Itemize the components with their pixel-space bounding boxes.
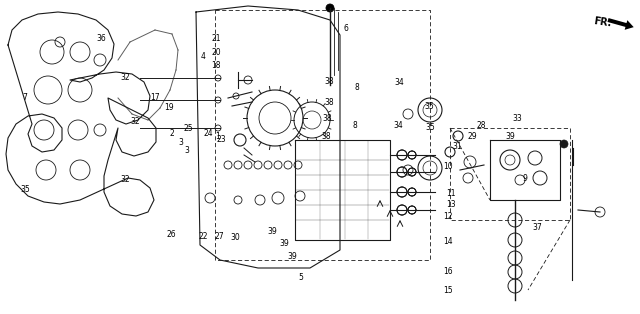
Text: 20: 20	[211, 48, 221, 57]
Text: 19: 19	[164, 103, 174, 112]
Text: 38: 38	[323, 114, 333, 123]
Text: 25: 25	[183, 124, 193, 133]
Text: 38: 38	[324, 77, 334, 85]
Text: 29: 29	[467, 132, 477, 141]
Text: 26: 26	[166, 230, 177, 239]
Text: 1: 1	[215, 132, 220, 141]
Text: 17: 17	[150, 93, 160, 102]
Text: 27: 27	[214, 232, 224, 241]
Text: 36: 36	[96, 34, 106, 43]
Text: 39: 39	[287, 252, 297, 261]
Text: 4: 4	[201, 52, 206, 61]
Text: 35: 35	[425, 123, 435, 132]
Text: 28: 28	[477, 121, 486, 130]
Text: 13: 13	[446, 200, 456, 208]
Text: 11: 11	[447, 189, 456, 198]
Text: 38: 38	[324, 99, 334, 107]
Text: 7: 7	[22, 93, 27, 102]
Text: 32: 32	[120, 175, 131, 184]
Text: 14: 14	[443, 237, 453, 246]
Text: 8: 8	[353, 121, 358, 130]
Text: 2: 2	[169, 129, 174, 138]
Text: 24: 24	[204, 129, 214, 138]
Text: 35: 35	[424, 102, 434, 111]
Text: FR.: FR.	[593, 16, 612, 28]
Text: 30: 30	[230, 233, 241, 241]
Text: 35: 35	[20, 186, 31, 194]
Text: 33: 33	[512, 114, 522, 123]
Text: 34: 34	[394, 78, 404, 87]
Text: 10: 10	[443, 162, 453, 171]
Text: 34: 34	[393, 121, 403, 130]
Text: 39: 39	[268, 227, 278, 236]
Text: 18: 18	[212, 61, 221, 70]
Text: 38: 38	[321, 133, 332, 141]
Text: 12: 12	[444, 212, 452, 221]
Text: 6: 6	[343, 24, 348, 33]
Text: 32: 32	[131, 117, 141, 126]
Text: 8: 8	[355, 84, 360, 92]
Text: 37: 37	[532, 224, 543, 232]
FancyArrow shape	[607, 18, 634, 30]
Text: 39: 39	[506, 132, 516, 141]
Text: 3: 3	[178, 138, 183, 147]
Text: 5: 5	[298, 273, 303, 282]
Text: 21: 21	[212, 35, 221, 43]
Text: 31: 31	[452, 142, 462, 151]
Text: 22: 22	[199, 232, 208, 241]
Text: 32: 32	[120, 73, 131, 82]
Circle shape	[326, 4, 334, 12]
Text: 3: 3	[184, 146, 189, 155]
Text: 39: 39	[279, 239, 289, 248]
Circle shape	[560, 140, 568, 148]
Text: 23: 23	[216, 135, 227, 144]
Text: 16: 16	[443, 267, 453, 276]
Text: 15: 15	[443, 286, 453, 295]
Text: 9: 9	[522, 175, 527, 183]
